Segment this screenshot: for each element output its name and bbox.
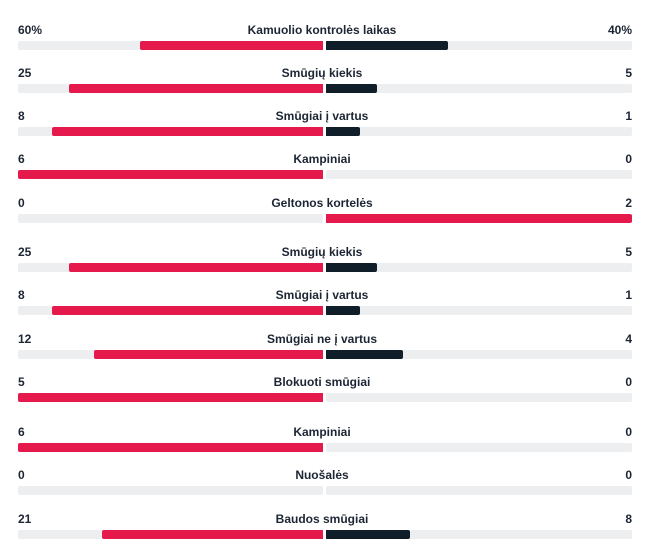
home-bar-fill (68, 263, 323, 272)
home-bar-fill (51, 127, 323, 136)
stat-label: Kamuolio kontrolės laikas (247, 23, 397, 37)
away-bar-track (326, 170, 632, 179)
stat-row: 21 Baudos smūgiai 8 (0, 512, 662, 542)
home-bar-track (18, 263, 323, 272)
stat-row: 12 Smūgiai ne į vartus 4 (0, 332, 662, 362)
away-bar-fill (326, 263, 378, 272)
away-value: 0 (625, 425, 632, 439)
home-bar-track (18, 127, 323, 136)
away-value: 4 (625, 332, 632, 346)
home-value: 8 (18, 288, 25, 302)
home-bar-fill (18, 170, 323, 179)
stat-row: 8 Smūgiai į vartus 1 (0, 109, 662, 139)
stat-row: 0 Geltonos kortelės 2 (0, 196, 662, 226)
away-bar-track (326, 41, 632, 50)
away-bar-fill (326, 41, 449, 50)
home-bar-track (18, 306, 323, 315)
home-bar-fill (102, 530, 323, 539)
home-value: 25 (18, 245, 32, 259)
stat-label: Kampiniai (293, 152, 351, 166)
stat-row: 8 Smūgiai į vartus 1 (0, 288, 662, 318)
home-value: 21 (18, 512, 32, 526)
stat-label: Blokuoti smūgiai (273, 375, 371, 389)
away-value: 40% (607, 23, 632, 37)
stat-label: Nuošalės (295, 468, 349, 482)
home-value: 0 (18, 468, 25, 482)
home-value: 60% (18, 23, 43, 37)
away-bar-track (326, 530, 632, 539)
away-bar-track (326, 84, 632, 93)
stat-row: 5 Blokuoti smūgiai 0 (0, 375, 662, 405)
away-bar-track (326, 214, 632, 223)
home-bar-track (18, 443, 323, 452)
away-bar-track (326, 127, 632, 136)
away-value: 1 (625, 288, 632, 302)
home-bar-fill (18, 443, 323, 452)
home-bar-track (18, 41, 323, 50)
stat-row: 60% Kamuolio kontrolės laikas 40% (0, 23, 662, 53)
away-bar-track (326, 306, 632, 315)
stat-row: 6 Kampiniai 0 (0, 425, 662, 455)
away-bar-track (326, 393, 632, 402)
stat-row: 25 Smūgių kiekis 5 (0, 66, 662, 96)
away-value: 0 (625, 152, 632, 166)
away-bar-track (326, 350, 632, 359)
home-value: 12 (18, 332, 32, 346)
home-bar-fill (68, 84, 323, 93)
home-bar-track (18, 350, 323, 359)
home-bar-fill (51, 306, 323, 315)
home-value: 5 (18, 375, 25, 389)
away-bar-fill (326, 214, 632, 223)
away-value: 2 (625, 196, 632, 210)
home-bar-fill (140, 41, 323, 50)
home-bar-fill (18, 393, 323, 402)
home-bar-fill (94, 350, 323, 359)
home-value: 25 (18, 66, 32, 80)
away-bar-track (326, 263, 632, 272)
stat-row: 25 Smūgių kiekis 5 (0, 245, 662, 275)
home-bar-track (18, 486, 323, 495)
away-value: 0 (625, 468, 632, 482)
home-bar-track (18, 170, 323, 179)
home-bar-track (18, 84, 323, 93)
home-bar-track (18, 393, 323, 402)
stat-row: 0 Nuošalės 0 (0, 468, 662, 498)
away-bar-fill (326, 306, 360, 315)
home-bar-track (18, 214, 323, 223)
stat-label: Smūgiai į vartus (275, 109, 369, 123)
away-value: 5 (625, 66, 632, 80)
away-value: 1 (625, 109, 632, 123)
stat-label: Smūgiai ne į vartus (266, 332, 378, 346)
stat-label: Smūgių kiekis (281, 66, 363, 80)
away-bar-fill (326, 127, 360, 136)
away-value: 5 (625, 245, 632, 259)
home-value: 6 (18, 152, 25, 166)
home-value: 6 (18, 425, 25, 439)
stat-label: Smūgiai į vartus (275, 288, 369, 302)
stat-row: 6 Kampiniai 0 (0, 152, 662, 182)
stat-label: Geltonos kortelės (271, 196, 373, 210)
stat-label: Kampiniai (293, 425, 351, 439)
away-bar-fill (326, 530, 411, 539)
away-value: 0 (625, 375, 632, 389)
home-value: 0 (18, 196, 25, 210)
away-value: 8 (625, 512, 632, 526)
away-bar-fill (326, 84, 378, 93)
home-value: 8 (18, 109, 25, 123)
away-bar-track (326, 443, 632, 452)
away-bar-fill (326, 350, 403, 359)
stat-label: Baudos smūgiai (275, 512, 369, 526)
home-bar-track (18, 530, 323, 539)
stat-label: Smūgių kiekis (281, 245, 363, 259)
away-bar-track (326, 486, 632, 495)
